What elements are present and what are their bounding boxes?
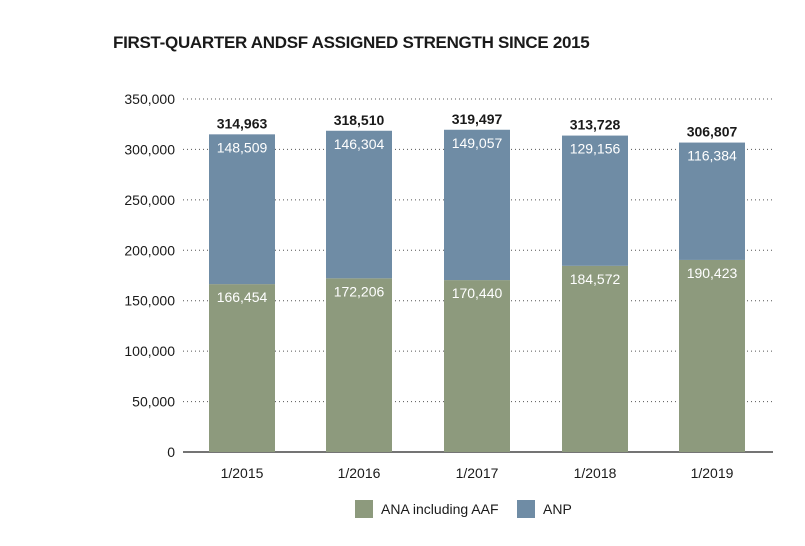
chart-title: FIRST-QUARTER ANDSF ASSIGNED STRENGTH SI… (113, 33, 590, 52)
bar-segment-ana (562, 265, 628, 452)
y-tick-label: 250,000 (124, 192, 175, 208)
legend-label-anp: ANP (543, 501, 572, 517)
data-label-ana: 172,206 (334, 283, 385, 299)
data-label-anp: 146,304 (334, 136, 385, 152)
total-label: 306,807 (687, 124, 738, 140)
legend-item-ana: ANA including AAF (355, 500, 499, 518)
y-tick-label: 100,000 (124, 343, 175, 359)
legend-label-ana: ANA including AAF (381, 501, 499, 517)
total-label: 313,728 (570, 117, 621, 133)
bar-segment-anp (562, 135, 628, 266)
y-tick-label: 50,000 (132, 394, 175, 410)
y-tick-label: 350,000 (124, 91, 175, 107)
total-label: 319,497 (452, 111, 503, 127)
bar-segment-anp (679, 142, 745, 260)
x-tick-label: 1/2019 (691, 465, 734, 481)
bar-segment-anp (444, 129, 510, 281)
bar-segment-anp (209, 134, 275, 285)
x-tick-label: 1/2016 (338, 465, 381, 481)
data-label-anp: 116,384 (687, 148, 737, 164)
y-tick-label: 300,000 (124, 141, 175, 157)
bar-segment-ana (209, 284, 275, 452)
bar-segment-ana (326, 278, 392, 452)
bar-segment-ana (444, 280, 510, 452)
data-label-anp: 148,509 (217, 139, 268, 155)
legend-swatch-anp (517, 500, 535, 518)
data-label-ana: 190,423 (687, 265, 738, 281)
data-label-ana: 184,572 (570, 271, 621, 287)
legend-swatch-ana (355, 500, 373, 518)
data-label-anp: 129,156 (570, 141, 621, 157)
bar-segment-ana (679, 259, 745, 452)
data-label-ana: 166,454 (217, 289, 268, 305)
legend-item-anp: ANP (517, 500, 572, 518)
total-label: 318,510 (334, 112, 385, 128)
data-label-anp: 149,057 (452, 135, 503, 151)
legend: ANA including AAF ANP (0, 500, 805, 520)
x-tick-label: 1/2017 (456, 465, 499, 481)
total-label: 314,963 (217, 115, 268, 131)
y-tick-label: 0 (167, 444, 175, 460)
bar-segment-anp (326, 130, 392, 279)
x-tick-label: 1/2015 (221, 465, 264, 481)
data-label-ana: 170,440 (452, 285, 503, 301)
x-tick-label: 1/2018 (574, 465, 617, 481)
y-tick-label: 150,000 (124, 293, 175, 309)
y-tick-label: 200,000 (124, 242, 175, 258)
